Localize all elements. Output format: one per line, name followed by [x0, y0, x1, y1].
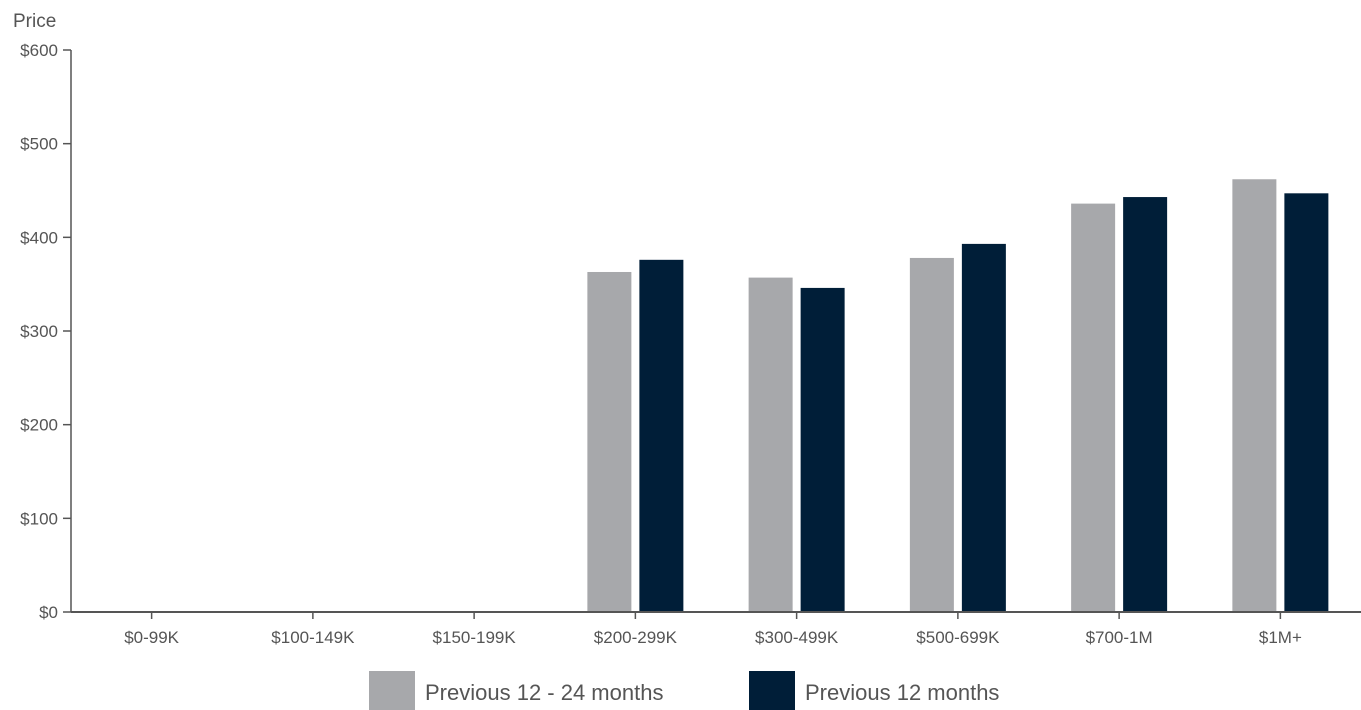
y-tick-label: $400	[20, 228, 58, 247]
x-tick-label: $1M+	[1259, 628, 1302, 647]
y-tick-label: $500	[20, 135, 58, 154]
bar	[1284, 193, 1329, 612]
bar	[1123, 197, 1168, 612]
x-tick-label: $700-1M	[1086, 628, 1153, 647]
bar	[909, 257, 954, 612]
x-tick-label: $150-199K	[433, 628, 517, 647]
x-tick-label: $0-99K	[124, 628, 179, 647]
y-tick-label: $600	[20, 41, 58, 60]
x-tick-label: $200-299K	[594, 628, 678, 647]
bars-group	[587, 179, 1329, 612]
legend-swatch	[749, 671, 795, 710]
y-tick-label: $100	[20, 509, 58, 528]
bar	[800, 287, 845, 612]
legend-label: Previous 12 - 24 months	[425, 680, 663, 705]
y-axis-title: Price	[13, 11, 56, 32]
legend-swatch	[369, 671, 415, 710]
x-tick-label: $500-699K	[916, 628, 1000, 647]
bar	[587, 271, 632, 612]
y-tick-label: $200	[20, 416, 58, 435]
legend: Previous 12 - 24 months Previous 12 month…	[369, 671, 999, 710]
bar	[1232, 179, 1277, 612]
x-tick-label: $300-499K	[755, 628, 839, 647]
x-axis: $0-99K $100-149K $150-199K $200-299K $300-49…	[124, 612, 1302, 647]
bar	[1071, 203, 1116, 612]
bar	[961, 243, 1006, 612]
y-tick-label: $300	[20, 322, 58, 341]
bar	[748, 277, 793, 612]
y-tick-label: $0	[39, 603, 58, 622]
legend-label: Previous 12 months	[805, 680, 999, 705]
bar	[639, 259, 684, 612]
y-axis: $0 $100 $200 $300 $400 $500 $600	[20, 41, 71, 622]
x-tick-label: $100-149K	[271, 628, 355, 647]
